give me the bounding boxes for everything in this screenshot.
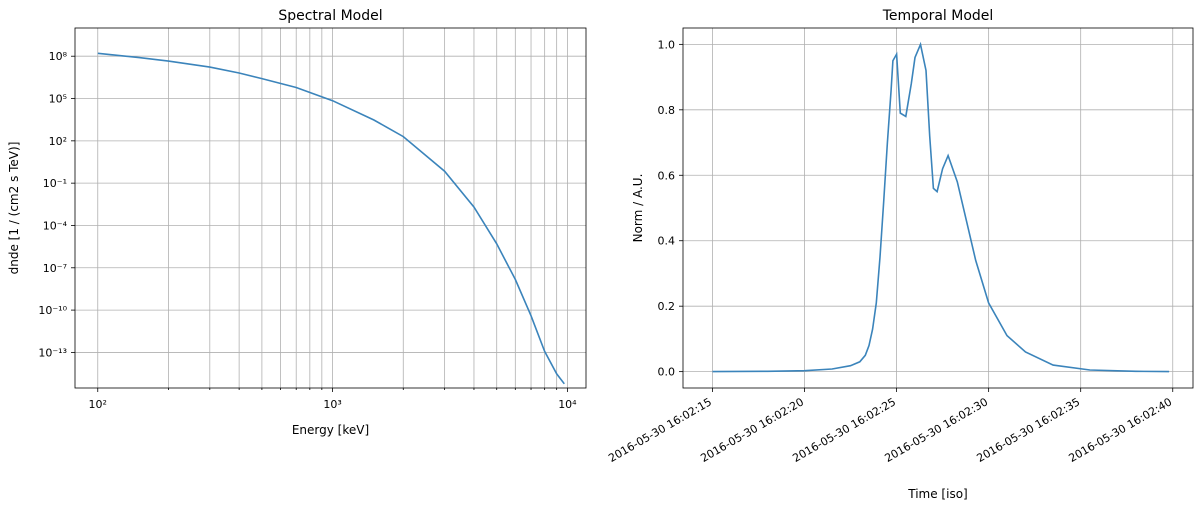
spectral-series-line <box>97 52 565 385</box>
spectral-ylabel: dnde [1 / (cm2 s TeV)] <box>7 142 21 275</box>
spectral-y-tick-label: 10⁻¹ <box>43 177 67 190</box>
temporal-series-line <box>712 41 1170 373</box>
spectral-title: Spectral Model <box>278 8 382 24</box>
temporal-y-tick-label: 0.8 <box>658 104 676 117</box>
spectral-y-tick-label: 10⁻⁴ <box>43 219 68 232</box>
spectral-y-tick-label: 10⁻¹³ <box>38 346 67 359</box>
spectral-xlabel: Energy [keV] <box>292 423 369 437</box>
spectral-x-tick-label: 10⁴ <box>558 398 577 411</box>
temporal-y-tick-label: 0.6 <box>658 169 676 182</box>
spectral-y-tick-label: 10² <box>49 135 67 148</box>
temporal-title: Temporal Model <box>882 8 994 24</box>
temporal-ylabel: Norm / A.U. <box>631 174 645 243</box>
temporal-y-tick-label: 0.2 <box>658 300 676 313</box>
spectral-gridlines <box>75 28 586 388</box>
temporal-y-tick-label: 0.4 <box>658 235 676 248</box>
spectral-y-tick-label: 10⁵ <box>49 93 67 106</box>
temporal-gridlines <box>683 28 1193 388</box>
temporal-xlabel: Time [iso] <box>907 487 967 501</box>
spectral-y-tick-label: 10⁻¹⁰ <box>38 304 67 317</box>
spectral-y-tick-label: 10⁸ <box>49 50 68 63</box>
spectral-y-tick-label: 10⁻⁷ <box>43 262 67 275</box>
spectral-x-tick-label: 10² <box>89 398 107 411</box>
spectral-x-tick-label: 10³ <box>323 398 341 411</box>
spectral-axes-frame <box>74 27 587 389</box>
temporal-y-tick-label: 1.0 <box>658 38 676 51</box>
temporal-y-tick-label: 0.0 <box>658 366 676 379</box>
spectral-ticks: 10² 10³ 10⁴ 10⁻¹³ 10⁻¹⁰ 10⁻⁷ 10⁻⁴ 10⁻¹ 10² 10⁵ 10⁸ <box>38 50 577 411</box>
spectral-chart: 10² 10³ 10⁴ 10⁻¹³ 10⁻¹⁰ 10⁻⁷ 10⁻⁴ 10⁻¹ 10² 10⁵ 10⁸… <box>7 8 587 437</box>
temporal-x-tick-label: 2016-05-30 16:02:40 <box>1067 395 1175 465</box>
temporal-axes-frame <box>682 27 1194 389</box>
